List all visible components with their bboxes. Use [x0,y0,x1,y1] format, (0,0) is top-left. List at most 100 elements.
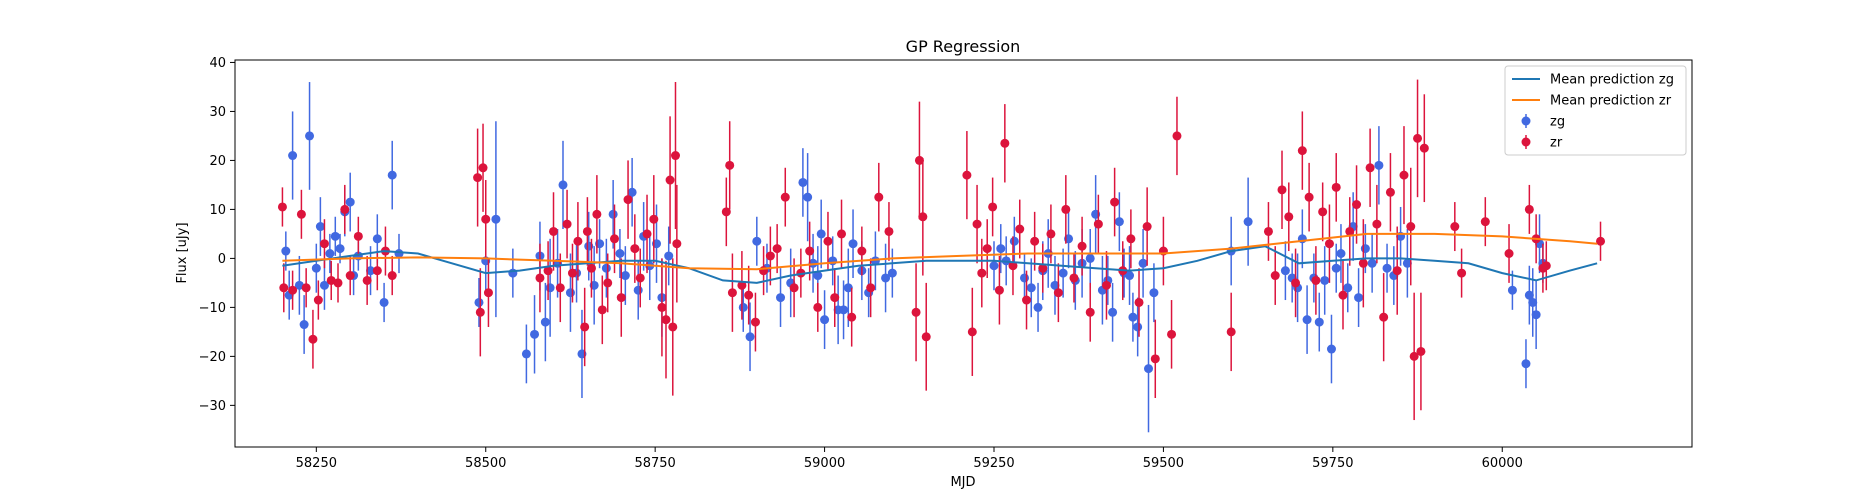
point-zg [1133,322,1143,332]
point-zr [911,307,921,317]
y-tick-label: −30 [199,399,226,414]
point-zr [721,207,731,217]
point-zr [830,293,840,303]
point-zr [866,283,876,293]
point-zr [1142,222,1152,232]
point-zr [586,263,596,273]
point-zr [1480,217,1490,227]
point-zg [989,261,999,271]
point-zg [745,332,755,342]
point-zr [1038,263,1048,273]
point-zr [1101,280,1111,290]
point-zr [1416,346,1426,356]
point-zg [1019,273,1029,283]
point-zg [379,297,389,307]
point-zg [1521,359,1531,369]
plot-area [277,79,1606,433]
point-zg [803,192,813,202]
point-zg [1144,364,1154,374]
point-zg [887,268,897,278]
point-zr [657,302,667,312]
point-zg [1108,307,1118,317]
point-zr [1297,146,1307,156]
point-zg [816,229,826,239]
point-zg [1009,236,1019,246]
point-zr [672,239,682,249]
point-zg [848,239,858,249]
point-zg [565,288,575,298]
point-zg [828,256,838,266]
point-zg [1402,258,1412,268]
point-zr [1409,351,1419,361]
point-zg [311,263,321,273]
point-zr [362,275,372,285]
point-zg [491,214,501,224]
point-zr [562,219,572,229]
point-zg [1050,280,1060,290]
point-zg [558,180,568,190]
point-zg [813,271,823,281]
point-zr [387,271,397,281]
point-zr [1134,297,1144,307]
x-tick-label: 58250 [296,456,337,471]
point-zg [996,244,1006,254]
point-zr [616,293,626,303]
point-zg [281,246,291,256]
point-zr [1277,185,1287,195]
point-zg [1114,217,1124,227]
point-zr [1352,200,1362,210]
point-zr [308,334,318,344]
point-zr [914,155,924,165]
point-zr [1379,312,1389,322]
y-tick-label: 20 [209,154,226,169]
legend-label: Mean prediction zg [1550,73,1674,88]
point-zr [340,204,350,214]
y-tick-label: 30 [209,105,226,120]
point-zr [543,266,553,276]
point-zr [977,268,987,278]
point-zr [1524,204,1534,214]
point-zr [535,273,545,283]
x-tick-label: 59000 [804,456,845,471]
point-zg [345,197,355,207]
point-zg [820,315,830,325]
point-zg [1382,263,1392,273]
point-zr [874,192,884,202]
point-zr [1324,239,1334,249]
x-tick-label: 59750 [1312,456,1353,471]
point-zg [530,329,540,339]
point-zr [962,170,972,180]
x-tick-label: 59500 [1143,456,1184,471]
point-zr [1372,219,1382,229]
point-zr [1093,219,1103,229]
point-zr [288,285,298,295]
point-zr [1331,182,1341,192]
point-zr [1419,143,1429,153]
point-zr [1046,229,1056,239]
point-zr [549,226,559,236]
point-zr [478,163,488,173]
point-zr [772,244,782,254]
point-zr [1385,187,1395,197]
point-zr [1457,268,1467,278]
legend-swatch-marker [1521,116,1531,126]
point-zg [843,283,853,293]
point-zr [1450,222,1460,232]
point-zr [372,266,382,276]
point-zr [1345,226,1355,236]
point-zg [288,151,298,161]
point-zr [609,234,619,244]
point-zr [326,275,336,285]
point-zr [884,226,894,236]
point-zr [750,317,760,327]
point-zr [582,226,592,236]
point-zg [1374,160,1384,170]
point-zg [1149,288,1159,298]
point-zr [573,236,583,246]
point-zg [752,236,762,246]
point-zg [1314,317,1324,327]
point-zg [387,170,397,180]
y-tick-label: 10 [209,203,226,218]
point-zr [1061,204,1071,214]
point-zr [597,305,607,315]
